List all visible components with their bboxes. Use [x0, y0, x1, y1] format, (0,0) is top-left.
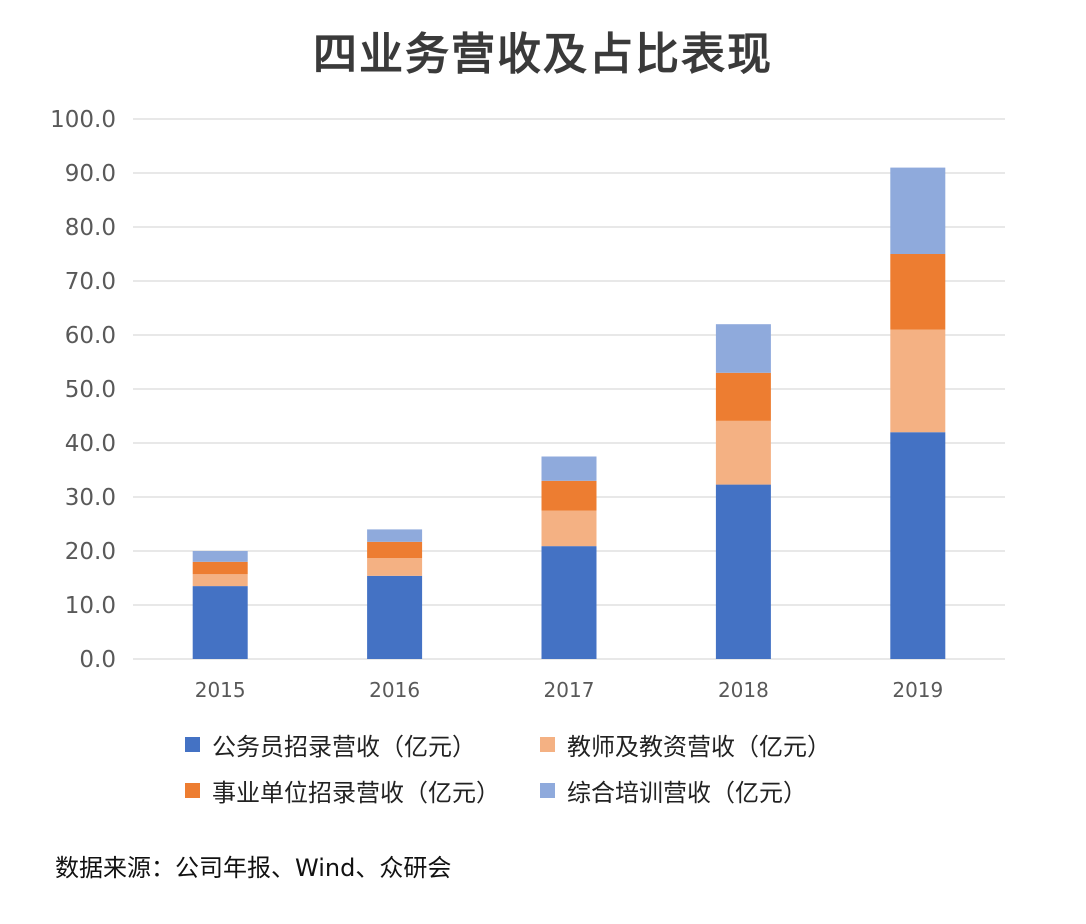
x-tick-label: 2015 [195, 678, 246, 702]
legend-label: 教师及教资营收（亿元） [567, 732, 831, 761]
legend-label: 综合培训营收（亿元） [567, 778, 807, 807]
bar-segment [541, 546, 597, 659]
bar-segment [367, 541, 423, 559]
bar-segment [367, 558, 423, 576]
legend-item-civil-servant: 公务员招录营收（亿元） [185, 728, 540, 761]
legend-swatch [540, 736, 555, 752]
x-tick-label: 2016 [369, 678, 420, 702]
bar-segment [367, 575, 423, 659]
bar-segment [890, 167, 946, 254]
legend-item-comprehensive: 综合培训营收（亿元） [540, 774, 880, 807]
bar-segment [890, 432, 946, 659]
y-tick-label: 10.0 [65, 593, 116, 619]
bar-segment [192, 551, 248, 562]
y-tick-label: 80.0 [65, 215, 116, 241]
bar-segment [715, 324, 771, 373]
y-tick-label: 90.0 [65, 161, 116, 187]
bar-segment [541, 480, 597, 511]
legend-label: 事业单位招录营收（亿元） [212, 778, 500, 807]
bar-segment [367, 529, 423, 542]
bar-segment [715, 420, 771, 485]
legend-swatch [540, 782, 555, 798]
legend: 公务员招录营收（亿元） 教师及教资营收（亿元） 事业单位招录营收（亿元） 综合培… [185, 728, 880, 807]
y-tick-label: 40.0 [65, 431, 116, 457]
stacked-bar-chart: 0.0 10.0 20.0 30.0 40.0 50.0 60.0 70.0 80.0 90.0 1… [50, 107, 1005, 702]
x-tick-label: 2018 [718, 678, 769, 702]
x-tick-label: 2017 [544, 678, 595, 702]
y-tick-label: 100.0 [50, 107, 116, 133]
bar-segment [715, 484, 771, 659]
bar-segment [890, 254, 946, 330]
legend-swatch [185, 782, 200, 798]
bar-segment [192, 574, 248, 587]
y-tick-label: 70.0 [65, 269, 116, 295]
bar-segment [715, 372, 771, 421]
legend-label: 公务员招录营收（亿元） [212, 732, 476, 761]
legend-swatch [185, 736, 200, 752]
y-tick-label: 30.0 [65, 485, 116, 511]
legend-item-teacher: 教师及教资营收（亿元） [540, 728, 880, 761]
legend-item-public-institution: 事业单位招录营收（亿元） [185, 774, 540, 807]
data-source-note: 数据来源：公司年报、Wind、众研会 [55, 854, 452, 882]
x-tick-label: 2019 [892, 678, 943, 702]
chart-title: 四业务营收及占比表现 [313, 29, 773, 80]
y-tick-label: 60.0 [65, 323, 116, 349]
bar-segment [192, 586, 248, 659]
bar-segment [541, 456, 597, 481]
bar-segment [541, 510, 597, 547]
y-tick-label: 50.0 [65, 377, 116, 403]
y-tick-label: 20.0 [65, 539, 116, 565]
y-tick-label: 0.0 [79, 647, 116, 673]
bar-segment [192, 561, 248, 575]
bar-segment [890, 329, 946, 433]
